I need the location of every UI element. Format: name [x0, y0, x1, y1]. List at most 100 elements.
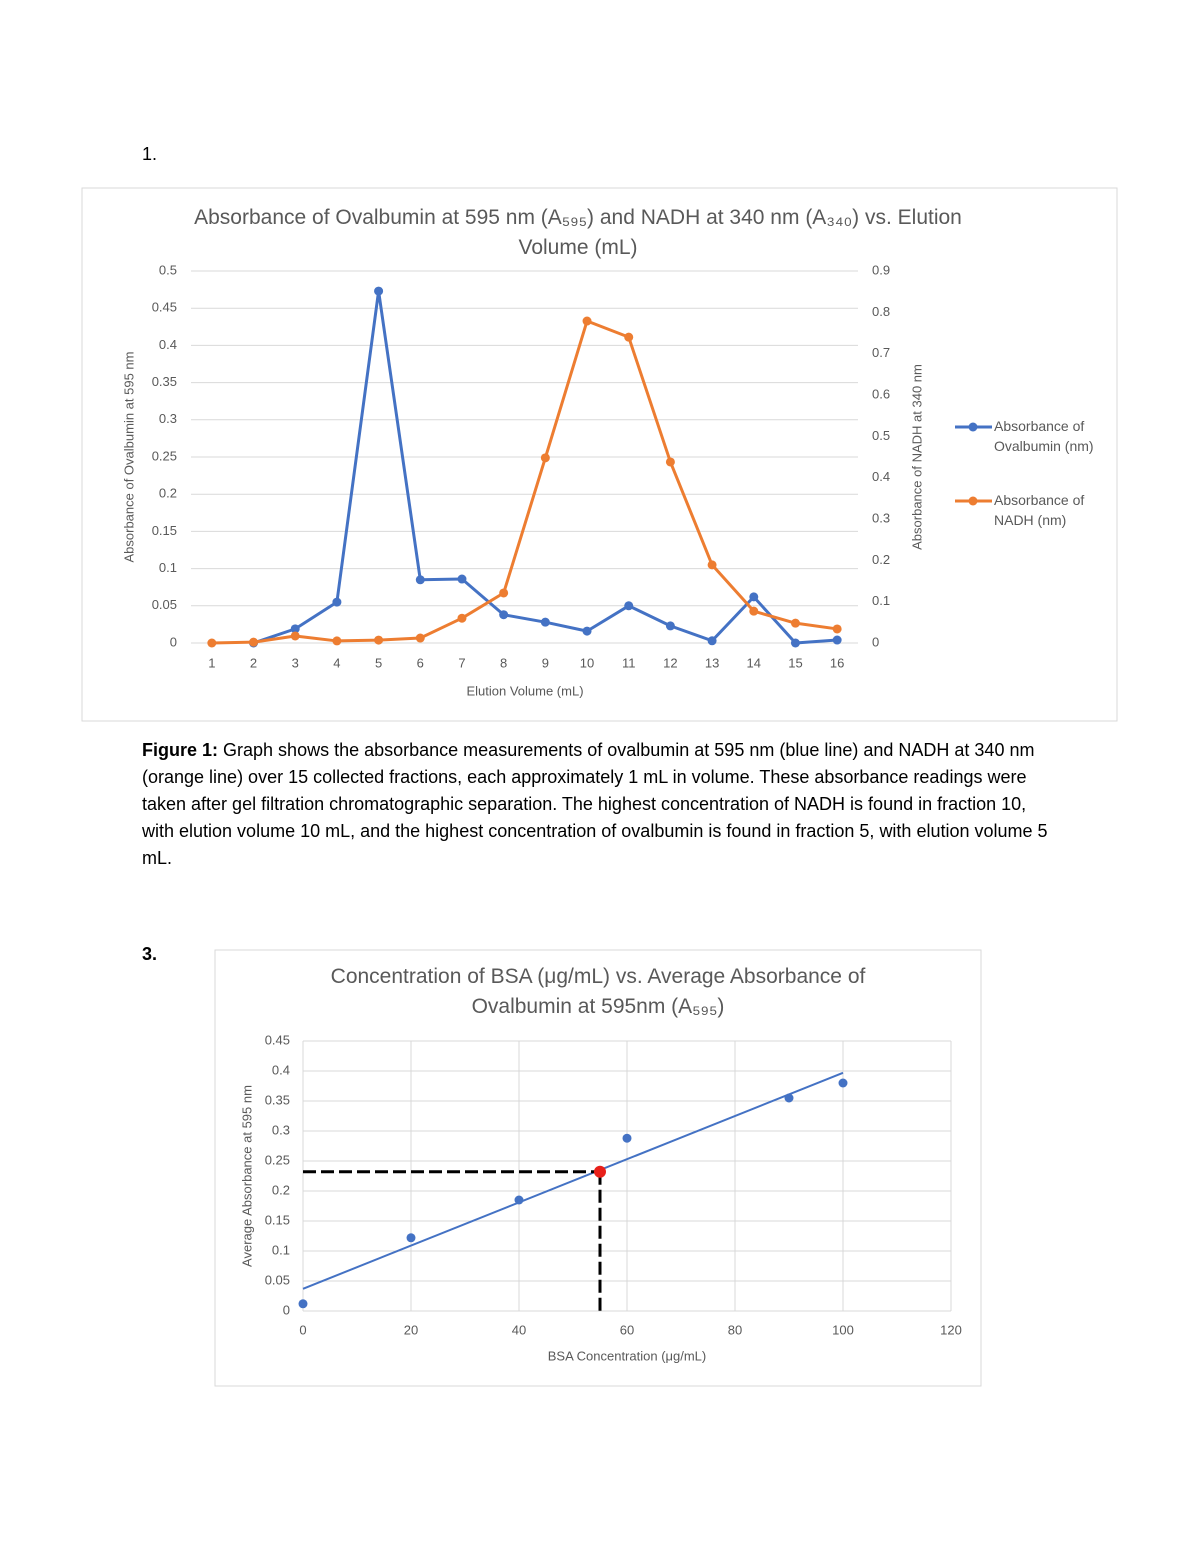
data-point: [499, 610, 509, 620]
y-tick-label: 0.25: [152, 448, 177, 463]
x-tick-label: 5: [375, 655, 382, 670]
legend-marker: [968, 496, 978, 506]
x-tick-label: 12: [663, 655, 677, 670]
data-point: [749, 606, 759, 616]
x-tick-label: 120: [940, 1322, 962, 1337]
caption-label: Figure 1:: [142, 740, 219, 760]
data-point: [749, 592, 759, 602]
data-point: [290, 631, 300, 641]
x-tick-label: 8: [500, 655, 507, 670]
x-tick-label: 80: [728, 1322, 742, 1337]
data-point: [332, 636, 342, 646]
data-point: [298, 1299, 308, 1309]
section-number: 3.: [142, 944, 158, 964]
x-tick-label: 100: [832, 1322, 854, 1337]
legend-label: Absorbance of NADH (nm): [994, 492, 1085, 528]
x-tick-label: 13: [705, 655, 719, 670]
data-point: [249, 637, 259, 647]
y-tick-label: 0.25: [265, 1152, 290, 1167]
y2-tick-label: 0.3: [872, 510, 890, 525]
data-point: [707, 636, 717, 646]
data-point: [665, 621, 675, 631]
y-tick-label: 0.3: [159, 411, 177, 426]
data-point: [406, 1233, 416, 1243]
y2-axis-title: Absorbance of NADH at 340 nm: [909, 364, 924, 550]
x-tick-label: 3: [292, 655, 299, 670]
data-point: [415, 575, 425, 585]
data-point: [540, 453, 550, 463]
legend-label: Absorbance of Ovalbumin (nm): [994, 418, 1094, 454]
data-point: [514, 1195, 524, 1205]
chart-title: Concentration of BSA (μg/mL) vs. Average…: [330, 965, 866, 1018]
y-tick-label: 0: [170, 634, 177, 649]
legend-marker: [968, 422, 978, 432]
y2-tick-label: 0.9: [872, 262, 890, 277]
y-axis-title: Average Absorbance at 595 nm: [239, 1085, 254, 1267]
caption-text: Graph shows the absorbance measurements …: [142, 740, 1048, 868]
data-point: [290, 624, 300, 634]
chart-frame: [81, 187, 1118, 722]
x-tick-label: 6: [417, 655, 424, 670]
data-point: [624, 601, 634, 611]
y-tick-label: 0.1: [272, 1242, 290, 1257]
highlight-point: [594, 1165, 606, 1178]
y-tick-label: 0.2: [272, 1182, 290, 1197]
data-point: [582, 316, 592, 326]
y-tick-label: 0.45: [265, 1032, 290, 1047]
y2-tick-label: 0: [872, 634, 879, 649]
y-tick-label: 0.35: [265, 1092, 290, 1107]
series-line: [211, 319, 838, 645]
y-tick-label: 0.5: [159, 262, 177, 277]
y2-tick-label: 0.8: [872, 304, 890, 319]
data-point: [582, 626, 592, 636]
figure-caption: Figure 1: Graph shows the absorbance mea…: [142, 737, 1062, 872]
y-tick-label: 0.05: [152, 597, 177, 612]
data-point: [499, 588, 509, 598]
x-tick-label: 60: [620, 1322, 634, 1337]
y2-tick-label: 0.4: [872, 469, 890, 484]
x-tick-label: 16: [830, 655, 844, 670]
y-tick-label: 0.15: [265, 1212, 290, 1227]
y-tick-label: 0: [283, 1302, 290, 1317]
x-tick-label: 15: [788, 655, 802, 670]
data-point: [540, 617, 550, 627]
data-point: [665, 457, 675, 467]
x-tick-label: 11: [622, 655, 636, 670]
data-point: [457, 613, 467, 623]
data-point: [624, 332, 634, 342]
data-point: [207, 638, 217, 648]
x-tick-label: 40: [512, 1322, 526, 1337]
y-tick-label: 0.45: [152, 300, 177, 315]
x-tick-label: 14: [747, 655, 761, 670]
y-tick-label: 0.15: [152, 523, 177, 538]
data-point: [707, 560, 717, 570]
section-number: 1.: [142, 144, 158, 164]
data-point: [790, 618, 800, 628]
data-point: [784, 1093, 794, 1103]
data-point: [457, 574, 467, 584]
x-tick-label: 4: [333, 655, 340, 670]
x-tick-label: 2: [250, 655, 257, 670]
y-tick-label: 0.05: [265, 1272, 290, 1287]
x-tick-label: 10: [580, 655, 594, 670]
trend-line: [302, 1071, 844, 1290]
y2-tick-label: 0.5: [872, 428, 890, 443]
x-tick-label: 7: [458, 655, 465, 670]
data-point: [832, 624, 842, 634]
data-point: [374, 635, 384, 645]
x-tick-label: 1: [208, 655, 215, 670]
y-axis-title: Absorbance of Ovalbumin at 595 nm: [121, 351, 136, 562]
y2-tick-label: 0.6: [872, 386, 890, 401]
x-tick-label: 20: [404, 1322, 418, 1337]
data-point: [415, 633, 425, 643]
y2-tick-label: 0.1: [872, 593, 890, 608]
y-tick-label: 0.4: [159, 337, 177, 352]
y-tick-label: 0.35: [152, 374, 177, 389]
y2-tick-label: 0.7: [872, 345, 890, 360]
x-tick-label: 9: [542, 655, 549, 670]
y2-tick-label: 0.2: [872, 552, 890, 567]
data-point: [832, 635, 842, 645]
data-point: [622, 1133, 632, 1143]
x-axis-title: Elution Volume (mL): [466, 683, 583, 698]
